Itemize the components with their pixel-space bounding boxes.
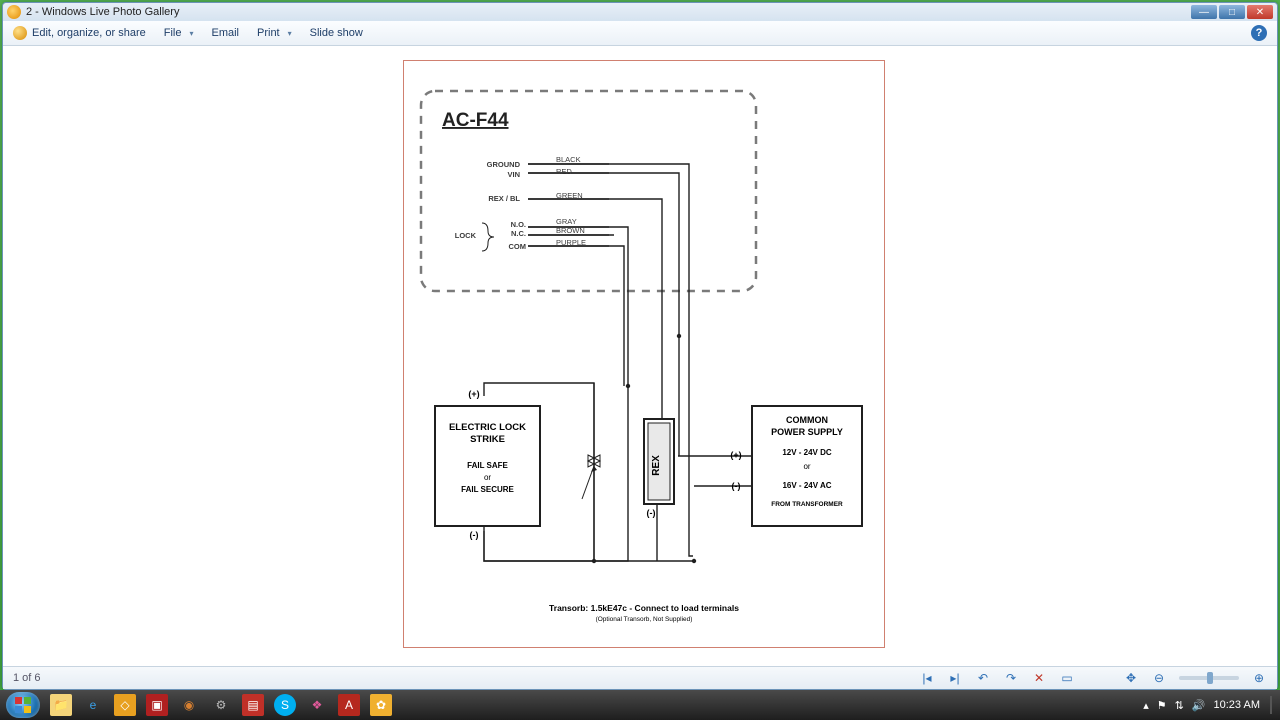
svg-text:VIN: VIN [507, 170, 520, 179]
explorer-icon[interactable]: 📁 [50, 694, 72, 716]
edit-button[interactable]: Edit, organize, or share [13, 26, 146, 40]
zoom-out-icon[interactable]: ⊖ [1151, 670, 1167, 686]
prev-icon[interactable]: ▸| [947, 670, 963, 686]
fit-icon[interactable]: ✥ [1123, 670, 1139, 686]
svg-text:POWER SUPPLY: POWER SUPPLY [771, 427, 843, 437]
tray-network-icon[interactable]: ⇅ [1175, 699, 1184, 712]
titlebar[interactable]: 2 - Windows Live Photo Gallery — □ ✕ [3, 3, 1277, 21]
minimize-button[interactable]: — [1191, 5, 1217, 19]
help-icon[interactable]: ? [1251, 25, 1267, 41]
svg-text:BLACK: BLACK [556, 155, 581, 164]
show-desktop[interactable] [1270, 696, 1272, 714]
rotate-cw-icon[interactable]: ↷ [1003, 670, 1019, 686]
svg-text:(-): (-) [647, 508, 656, 518]
app3-icon[interactable]: ◉ [178, 694, 200, 716]
maximize-button[interactable]: □ [1219, 5, 1245, 19]
page-counter: 1 of 6 [13, 672, 41, 684]
tray-arrow-icon[interactable]: ▴ [1143, 699, 1149, 712]
toolbar: Edit, organize, or share File Email Prin… [3, 21, 1277, 46]
svg-text:or: or [484, 473, 491, 482]
first-icon[interactable]: |◂ [919, 670, 935, 686]
skype-icon[interactable]: S [274, 694, 296, 716]
display-icon[interactable]: ▭ [1059, 670, 1075, 686]
svg-text:N.O.: N.O. [511, 220, 526, 229]
taskbar: 📁 e ◇ ▣ ◉ ⚙ ▤ S ❖ A ✿ ▴ ⚑ ⇅ 🔊 10:23 AM [0, 690, 1280, 720]
print-menu[interactable]: Print [257, 27, 292, 39]
svg-text:(-): (-) [470, 530, 479, 540]
content-area: AC-F44 GROUNDVIN REX / BL N.O.N.C. COM LOCK BL… [3, 46, 1277, 666]
tray-flag-icon[interactable]: ⚑ [1157, 699, 1167, 712]
svg-text:12V - 24V DC: 12V - 24V DC [782, 448, 832, 457]
svg-text:16V - 24V AC: 16V - 24V AC [782, 481, 831, 490]
rotate-ccw-icon[interactable]: ↶ [975, 670, 991, 686]
svg-text:(Optional Transorb, Not Suppli: (Optional Transorb, Not Supplied) [596, 616, 693, 623]
clock[interactable]: 10:23 AM [1214, 699, 1260, 711]
ie-icon[interactable]: e [82, 694, 104, 716]
app6-icon[interactable]: ❖ [306, 694, 328, 716]
zoom-slider[interactable] [1179, 676, 1239, 680]
svg-text:REX: REX [651, 455, 662, 476]
status-bar: 1 of 6 |◂ ▸| ↶ ↷ ✕ ▭ ✥ ⊖ ⊕ [3, 666, 1277, 689]
close-button[interactable]: ✕ [1247, 5, 1273, 19]
svg-text:REX / BL: REX / BL [488, 194, 520, 203]
svg-text:or: or [803, 462, 810, 471]
wiring-diagram: AC-F44 GROUNDVIN REX / BL N.O.N.C. COM LOCK BL… [404, 61, 884, 647]
app4-icon[interactable]: ⚙ [210, 694, 232, 716]
svg-text:FAIL SAFE: FAIL SAFE [467, 461, 508, 470]
app5-icon[interactable]: ▤ [242, 694, 264, 716]
svg-text:(-): (-) [732, 481, 741, 491]
svg-text:STRIKE: STRIKE [470, 434, 505, 445]
svg-text:RED: RED [556, 167, 572, 176]
desktop-background: 2 - Windows Live Photo Gallery — □ ✕ Edi… [0, 0, 1280, 720]
app1-icon[interactable]: ◇ [114, 694, 136, 716]
svg-text:PURPLE: PURPLE [556, 238, 586, 247]
edit-label: Edit, organize, or share [32, 27, 146, 39]
svg-text:COM: COM [509, 242, 527, 251]
diagram-page: AC-F44 GROUNDVIN REX / BL N.O.N.C. COM LOCK BL… [403, 60, 885, 648]
app2-icon[interactable]: ▣ [146, 694, 168, 716]
file-menu[interactable]: File [164, 27, 194, 39]
delete-icon[interactable]: ✕ [1031, 670, 1047, 686]
tray-volume-icon[interactable]: 🔊 [1192, 699, 1206, 712]
svg-text:COMMON: COMMON [786, 415, 828, 425]
photo-icon[interactable]: ✿ [370, 694, 392, 716]
svg-text:AC-F44: AC-F44 [442, 110, 509, 131]
svg-text:GREEN: GREEN [556, 191, 583, 200]
svg-text:GRAY: GRAY [556, 217, 577, 226]
svg-text:FAIL SECURE: FAIL SECURE [461, 485, 514, 494]
svg-text:BROWN: BROWN [556, 226, 585, 235]
window-title: 2 - Windows Live Photo Gallery [26, 6, 179, 18]
start-button[interactable] [6, 692, 40, 718]
pdf-icon[interactable]: A [338, 694, 360, 716]
app-icon [7, 5, 21, 19]
svg-text:LOCK: LOCK [455, 231, 477, 240]
brush-icon [13, 26, 27, 40]
svg-text:Transorb: 1.5kE47c - Connect: Transorb: 1.5kE47c - Connect to load ter… [549, 603, 739, 613]
svg-text:FROM TRANSFORMER: FROM TRANSFORMER [771, 501, 843, 508]
email-button[interactable]: Email [211, 27, 239, 39]
zoom-in-icon[interactable]: ⊕ [1251, 670, 1267, 686]
svg-text:(+): (+) [468, 389, 479, 399]
slideshow-button[interactable]: Slide show [310, 27, 363, 39]
svg-text:GROUND: GROUND [487, 160, 521, 169]
svg-text:(+): (+) [730, 450, 741, 460]
svg-text:N.C.: N.C. [511, 229, 526, 238]
svg-text:ELECTRIC LOCK: ELECTRIC LOCK [449, 422, 526, 433]
system-tray: ▴ ⚑ ⇅ 🔊 10:23 AM [1143, 696, 1274, 714]
photo-gallery-window: 2 - Windows Live Photo Gallery — □ ✕ Edi… [2, 2, 1278, 690]
